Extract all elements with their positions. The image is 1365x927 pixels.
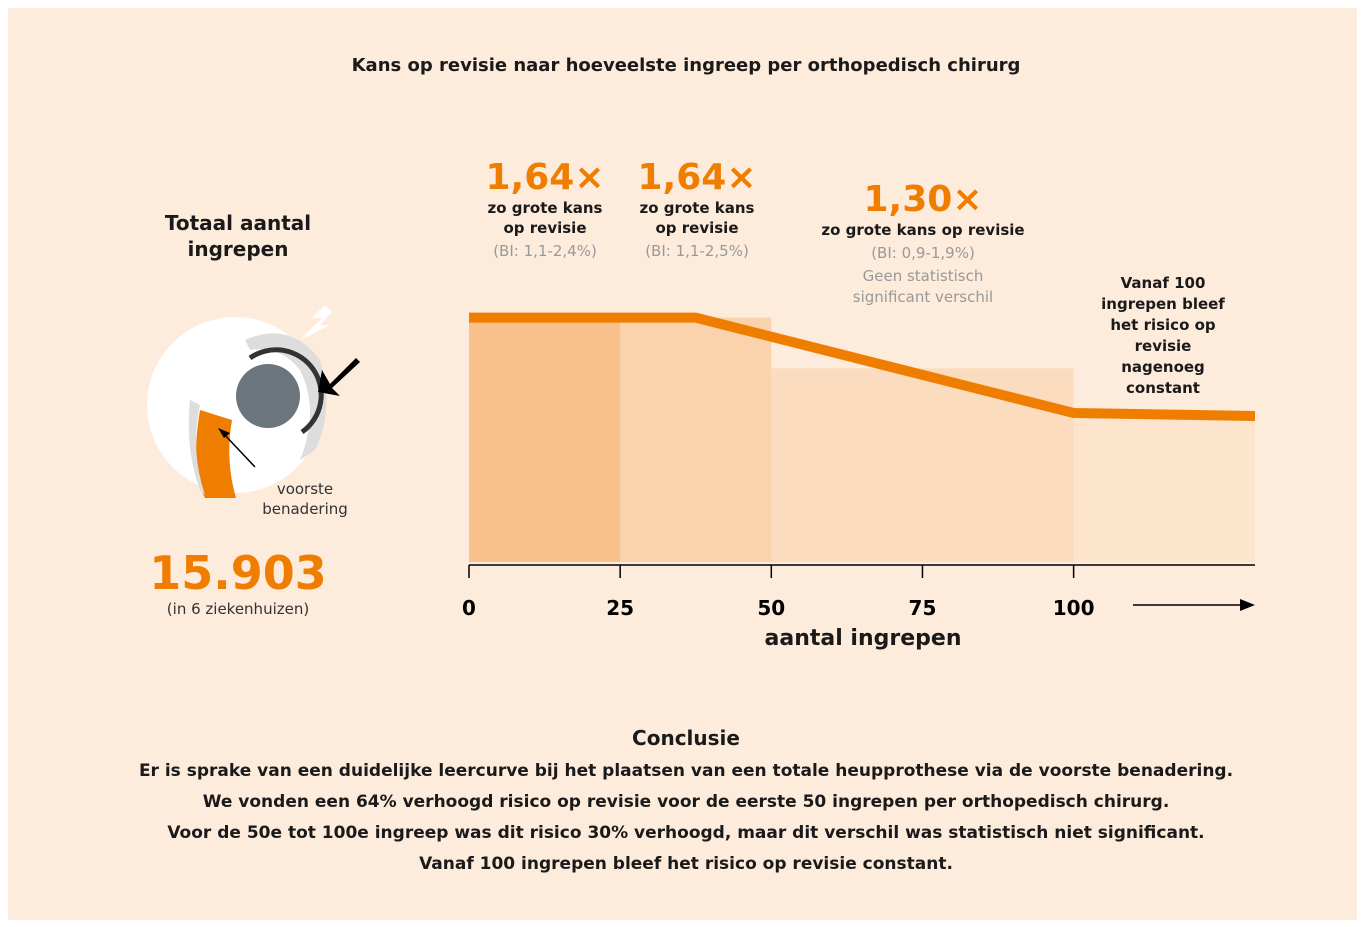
annotation: 1,64×zo grote kans op revisie (BI: 1,1-2,… xyxy=(632,160,762,262)
annotation-ci: (BI: 1,1-2,5%) xyxy=(632,242,762,262)
x-axis-label: aantal ingrepen xyxy=(765,625,962,654)
conclusion: Er is sprake van een duidelijke leercurv… xyxy=(36,756,1336,880)
x-tick-label: 0 xyxy=(462,596,476,620)
annotation-ci: (BI: 0,9-1,9%) xyxy=(763,244,1083,264)
annotation-text: zo grote kans op revisie xyxy=(632,198,762,238)
annotation-text: zo grote kans op revisie xyxy=(763,220,1083,240)
annotation-note: Geen statistisch significant verschil xyxy=(838,266,1008,308)
arrow-label: voorste benadering xyxy=(255,480,355,519)
annotation-value: 1,64× xyxy=(480,160,610,196)
hip-illustration xyxy=(147,305,360,498)
x-arrow-head xyxy=(1240,599,1255,611)
title: Kans op revisie naar hoeveelste ingreep … xyxy=(352,54,1021,77)
x-tick-label: 50 xyxy=(757,596,785,620)
conclusion-line: Vanaf 100 ingrepen bleef het risico op r… xyxy=(36,849,1336,880)
annotation-value: 1,64× xyxy=(632,160,762,196)
left-title: Totaal aantal ingrepen xyxy=(138,210,338,262)
end-note: Vanaf 100 ingrepen bleef het risico op r… xyxy=(1093,273,1233,399)
x-tick-label: 25 xyxy=(606,596,634,620)
total: 15.903 xyxy=(149,550,327,596)
conclusion-line: Er is sprake van een duidelijke leercurv… xyxy=(36,756,1336,787)
annotation: 1,30×zo grote kans op revisie (BI: 0,9-1,… xyxy=(763,182,1083,308)
bar xyxy=(1074,413,1255,562)
conclusion-title: Conclusie xyxy=(632,725,740,751)
conclusion-line: We vonden een 64% verhoogd risico op rev… xyxy=(36,787,1336,818)
total-note: (in 6 ziekenhuizen) xyxy=(167,600,309,620)
page: 0 25 50 75 100 Kans op revisie naar hoeveels… xyxy=(0,0,1365,927)
conclusion-line: Voor de 50e tot 100e ingreep was dit ris… xyxy=(36,818,1336,849)
x-tick-label: 100 xyxy=(1053,596,1095,620)
bar xyxy=(469,318,620,562)
annotation-text: zo grote kans op revisie xyxy=(480,198,610,238)
bar xyxy=(620,318,771,562)
annotation: 1,64×zo grote kans op revisie (BI: 1,1-2,… xyxy=(480,160,610,262)
annotation-value: 1,30× xyxy=(763,182,1083,218)
x-tick-label: 75 xyxy=(909,596,937,620)
annotation-ci: (BI: 1,1-2,4%) xyxy=(480,242,610,262)
